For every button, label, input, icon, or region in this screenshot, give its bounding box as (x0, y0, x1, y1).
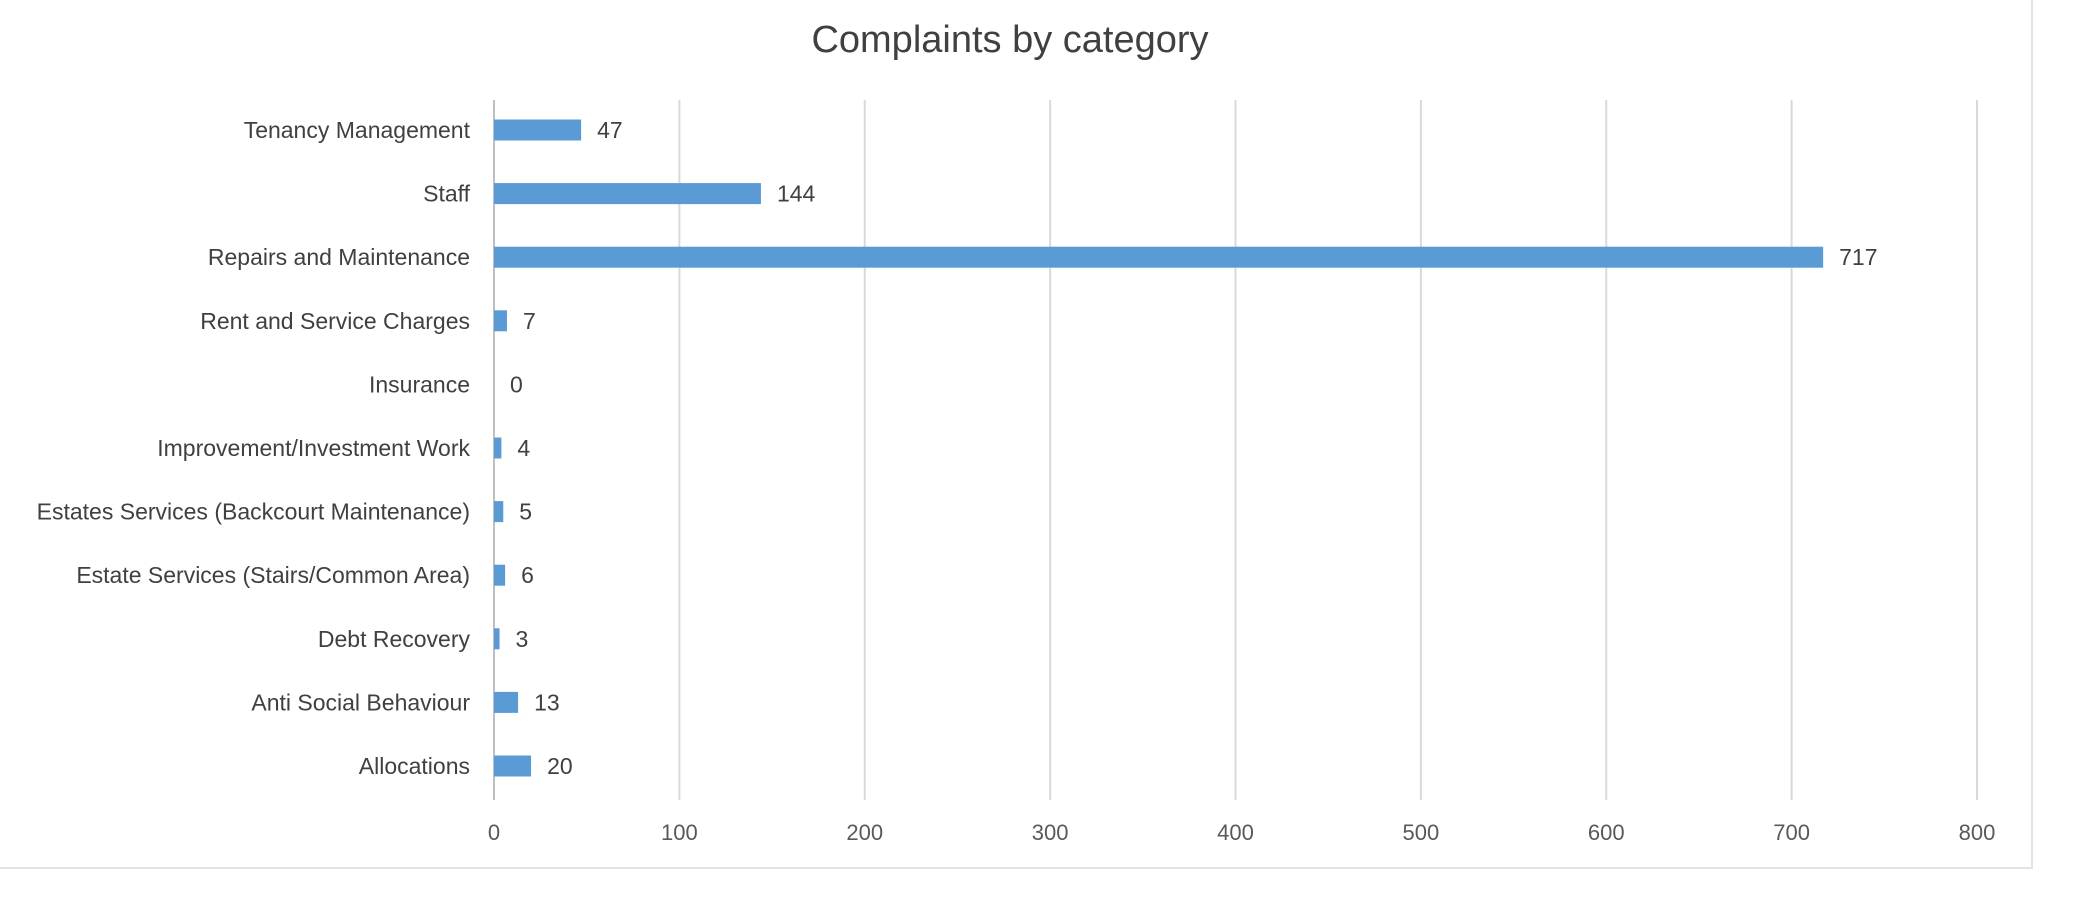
data-label: 7 (523, 308, 536, 334)
category-label: Debt Recovery (318, 626, 471, 652)
category-label: Estate Services (Stairs/Common Area) (76, 562, 470, 588)
bars (494, 119, 1824, 777)
data-label: 6 (521, 562, 534, 588)
x-tick-label: 300 (1032, 820, 1069, 845)
category-label: Repairs and Maintenance (208, 244, 470, 270)
bar (494, 691, 519, 713)
x-tick-label: 200 (846, 820, 883, 845)
data-label: 4 (517, 435, 530, 461)
data-label: 3 (516, 626, 529, 652)
bar (494, 755, 532, 777)
bar (494, 310, 507, 332)
chart-frame: Complaints by category 0 100 200 300 400 500 6… (0, 0, 2033, 869)
bar (494, 564, 506, 586)
category-label: Insurance (369, 371, 470, 397)
x-tick-label: 400 (1217, 820, 1254, 845)
category-label: Allocations (359, 753, 470, 779)
category-label: Improvement/Investment Work (157, 435, 470, 461)
x-tick-label: 500 (1403, 820, 1440, 845)
bar (494, 501, 504, 523)
data-label: 5 (519, 499, 532, 525)
category-label: Estates Services (Backcourt Maintenance) (37, 499, 470, 525)
data-labels: 47 144 717 7 0 4 5 6 3 13 20 (510, 117, 1878, 779)
data-label: 47 (597, 117, 623, 143)
bar (494, 437, 502, 459)
x-tick-label: 800 (1959, 820, 1996, 845)
bar (494, 246, 1824, 268)
x-tick-label: 100 (661, 820, 698, 845)
x-tick-label: 700 (1773, 820, 1810, 845)
x-tick-label: 0 (488, 820, 500, 845)
complaints-bar-chart: Complaints by category 0 100 200 300 400 500 6… (37, 19, 1996, 845)
chart-title: Complaints by category (811, 19, 1208, 61)
data-label: 13 (534, 689, 560, 715)
category-label: Rent and Service Charges (200, 308, 470, 334)
data-label: 20 (547, 753, 573, 779)
category-label: Tenancy Management (244, 117, 471, 143)
data-label: 717 (1839, 244, 1877, 270)
gridlines (493, 100, 1978, 800)
data-label: 0 (510, 371, 523, 397)
x-tick-label: 600 (1588, 820, 1625, 845)
bar (494, 119, 582, 141)
bar (494, 183, 761, 205)
data-label: 144 (777, 181, 816, 207)
category-label: Anti Social Behaviour (251, 689, 470, 715)
category-axis: Tenancy Management Staff Repairs and Maint… (37, 117, 471, 779)
category-label: Staff (423, 181, 470, 207)
x-axis: 0 100 200 300 400 500 600 700 800 (488, 820, 1995, 845)
bar (494, 628, 500, 650)
